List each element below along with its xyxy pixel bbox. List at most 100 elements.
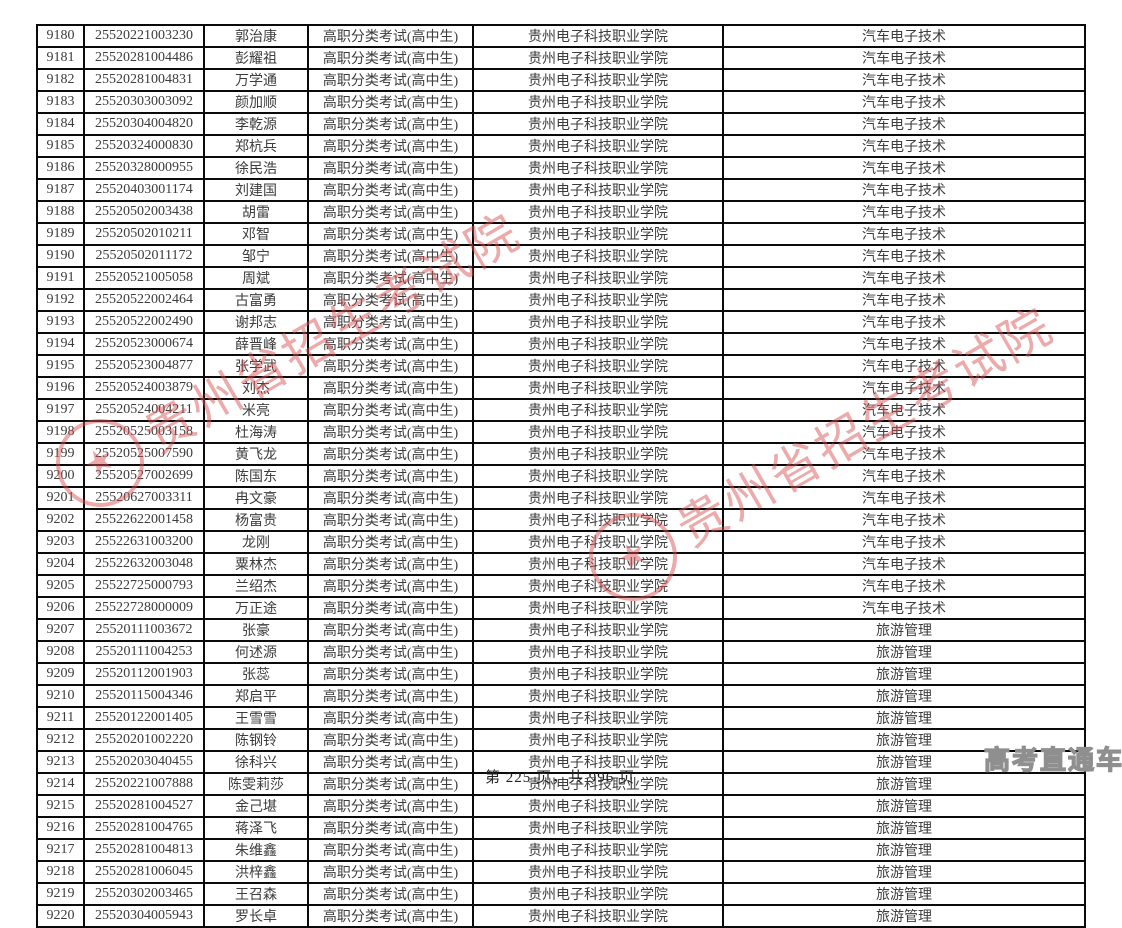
table-cell: 高职分类考试(高中生): [307, 794, 474, 818]
table-cell: 9191: [36, 266, 85, 290]
table-cell: 25520524003879: [83, 376, 205, 400]
table-cell: 9204: [36, 552, 85, 576]
table-cell: 胡雷: [203, 200, 309, 224]
table-cell: 9218: [36, 860, 85, 884]
table-cell: 25520112001903: [83, 662, 205, 686]
table-cell: 25520521005058: [83, 266, 205, 290]
table-cell: 贵州电子科技职业学院: [472, 464, 724, 488]
admission-list-table-wrap: 9180 25520221003230 郭治康 高职分类考试(高中生) 贵州电子科技职业…: [36, 24, 1086, 928]
table-cell: 9217: [36, 838, 85, 862]
table-cell: 贵州电子科技职业学院: [472, 90, 724, 114]
table-row: 9203 25522631003200 龙刚 高职分类考试(高中生) 贵州电子科技职业学…: [36, 530, 1086, 554]
table-cell: 高职分类考试(高中生): [307, 200, 474, 224]
table-row: 9186 25520328000955 徐民浩 高职分类考试(高中生) 贵州电子科技职业…: [36, 156, 1086, 180]
table-cell: 贵州电子科技职业学院: [472, 354, 724, 378]
table-cell: 25520324000830: [83, 134, 205, 158]
table-cell: 贵州电子科技职业学院: [472, 222, 724, 246]
table-cell: 9180: [36, 24, 85, 48]
table-row: 9219 25520302003465 王召森 高职分类考试(高中生) 贵州电子科技职业…: [36, 882, 1086, 906]
table-cell: 高职分类考试(高中生): [307, 728, 474, 752]
table-cell: 黄飞龙: [203, 442, 309, 466]
table-cell: 汽车电子技术: [722, 442, 1086, 466]
table-cell: 高职分类考试(高中生): [307, 816, 474, 840]
table-row: 9195 25520523004877 张学武 高职分类考试(高中生) 贵州电子科技职业…: [36, 354, 1086, 378]
table-cell: 万正途: [203, 596, 309, 620]
table-cell: 25520522002490: [83, 310, 205, 334]
table-cell: 郭治康: [203, 24, 309, 48]
table-cell: 洪梓鑫: [203, 860, 309, 884]
table-cell: 高职分类考试(高中生): [307, 618, 474, 642]
table-row: 9182 25520281004831 万学通 高职分类考试(高中生) 贵州电子科技职业…: [36, 68, 1086, 92]
table-cell: 汽车电子技术: [722, 332, 1086, 356]
table-cell: 汽车电子技术: [722, 156, 1086, 180]
table-cell: 高职分类考试(高中生): [307, 772, 474, 796]
table-cell: 25520302003465: [83, 882, 205, 906]
table-cell: 贵州电子科技职业学院: [472, 860, 724, 884]
table-cell: 25520281004813: [83, 838, 205, 862]
table-cell: 25520502003438: [83, 200, 205, 224]
table-cell: 旅游管理: [722, 882, 1086, 906]
table-cell: 贵州电子科技职业学院: [472, 398, 724, 422]
table-cell: 旅游管理: [722, 794, 1086, 818]
table-cell: 9195: [36, 354, 85, 378]
table-cell: 9187: [36, 178, 85, 202]
table-cell: 高职分类考试(高中生): [307, 46, 474, 70]
table-row: 9211 25520122001405 王雪雪 高职分类考试(高中生) 贵州电子科技职业…: [36, 706, 1086, 730]
admission-list-table: 9180 25520221003230 郭治康 高职分类考试(高中生) 贵州电子科技职业…: [36, 24, 1086, 928]
table-cell: 郑杭兵: [203, 134, 309, 158]
table-row: 9191 25520521005058 周斌 高职分类考试(高中生) 贵州电子科技职业学…: [36, 266, 1086, 290]
table-cell: 25520281006045: [83, 860, 205, 884]
table-cell: 汽车电子技术: [722, 200, 1086, 224]
table-cell: 古富勇: [203, 288, 309, 312]
table-cell: 贵州电子科技职业学院: [472, 244, 724, 268]
table-cell: 高职分类考试(高中生): [307, 552, 474, 576]
table-cell: 贵州电子科技职业学院: [472, 24, 724, 48]
table-cell: 9200: [36, 464, 85, 488]
table-cell: 汽车电子技术: [722, 244, 1086, 268]
table-row: 9193 25520522002490 谢邦志 高职分类考试(高中生) 贵州电子科技职业…: [36, 310, 1086, 334]
table-cell: 高职分类考试(高中生): [307, 904, 474, 928]
table-cell: 9201: [36, 486, 85, 510]
table-row: 9189 25520502010211 邓智 高职分类考试(高中生) 贵州电子科技职业学…: [36, 222, 1086, 246]
table-cell: 李乾源: [203, 112, 309, 136]
table-cell: 高职分类考试(高中生): [307, 640, 474, 664]
table-row: 9205 25522725000793 兰绍杰 高职分类考试(高中生) 贵州电子科技职业…: [36, 574, 1086, 598]
table-cell: 25520525003158: [83, 420, 205, 444]
table-cell: 贵州电子科技职业学院: [472, 816, 724, 840]
table-cell: 25520524004211: [83, 398, 205, 422]
table-cell: 25522622001458: [83, 508, 205, 532]
table-cell: 徐科兴: [203, 750, 309, 774]
table-cell: 25520304004820: [83, 112, 205, 136]
table-cell: 高职分类考试(高中生): [307, 838, 474, 862]
table-row: 9185 25520324000830 郑杭兵 高职分类考试(高中生) 贵州电子科技职业…: [36, 134, 1086, 158]
table-cell: 高职分类考试(高中生): [307, 596, 474, 620]
table-row: 9197 25520524004211 米亮 高职分类考试(高中生) 贵州电子科技职业学…: [36, 398, 1086, 422]
table-cell: 彭耀祖: [203, 46, 309, 70]
table-cell: 贵州电子科技职业学院: [472, 200, 724, 224]
table-cell: 龙刚: [203, 530, 309, 554]
table-cell: 贵州电子科技职业学院: [472, 640, 724, 664]
table-row: 9183 25520303003092 颜加顺 高职分类考试(高中生) 贵州电子科技职业…: [36, 90, 1086, 114]
table-cell: 旅游管理: [722, 750, 1086, 774]
table-cell: 旅游管理: [722, 662, 1086, 686]
table-cell: 谢邦志: [203, 310, 309, 334]
table-cell: 9185: [36, 134, 85, 158]
table-cell: 何述源: [203, 640, 309, 664]
table-row: 9204 25522632003048 粟林杰 高职分类考试(高中生) 贵州电子科技职业…: [36, 552, 1086, 576]
table-cell: 朱维鑫: [203, 838, 309, 862]
table-row: 9207 25520111003672 张豪 高职分类考试(高中生) 贵州电子科技职业学…: [36, 618, 1086, 642]
table-cell: 旅游管理: [722, 860, 1086, 884]
table-cell: 贵州电子科技职业学院: [472, 530, 724, 554]
table-cell: 汽车电子技术: [722, 90, 1086, 114]
table-cell: 25520523000674: [83, 332, 205, 356]
table-row: 9206 25522728000009 万正途 高职分类考试(高中生) 贵州电子科技职业…: [36, 596, 1086, 620]
table-row: 9202 25522622001458 杨富贵 高职分类考试(高中生) 贵州电子科技职业…: [36, 508, 1086, 532]
table-cell: 王雪雪: [203, 706, 309, 730]
table-cell: 万学通: [203, 68, 309, 92]
table-cell: 贵州电子科技职业学院: [472, 662, 724, 686]
table-cell: 贵州电子科技职业学院: [472, 486, 724, 510]
table-cell: 9215: [36, 794, 85, 818]
table-cell: 9181: [36, 46, 85, 70]
table-cell: 高职分类考试(高中生): [307, 530, 474, 554]
table-row: 9192 25520522002464 古富勇 高职分类考试(高中生) 贵州电子科技职业…: [36, 288, 1086, 312]
